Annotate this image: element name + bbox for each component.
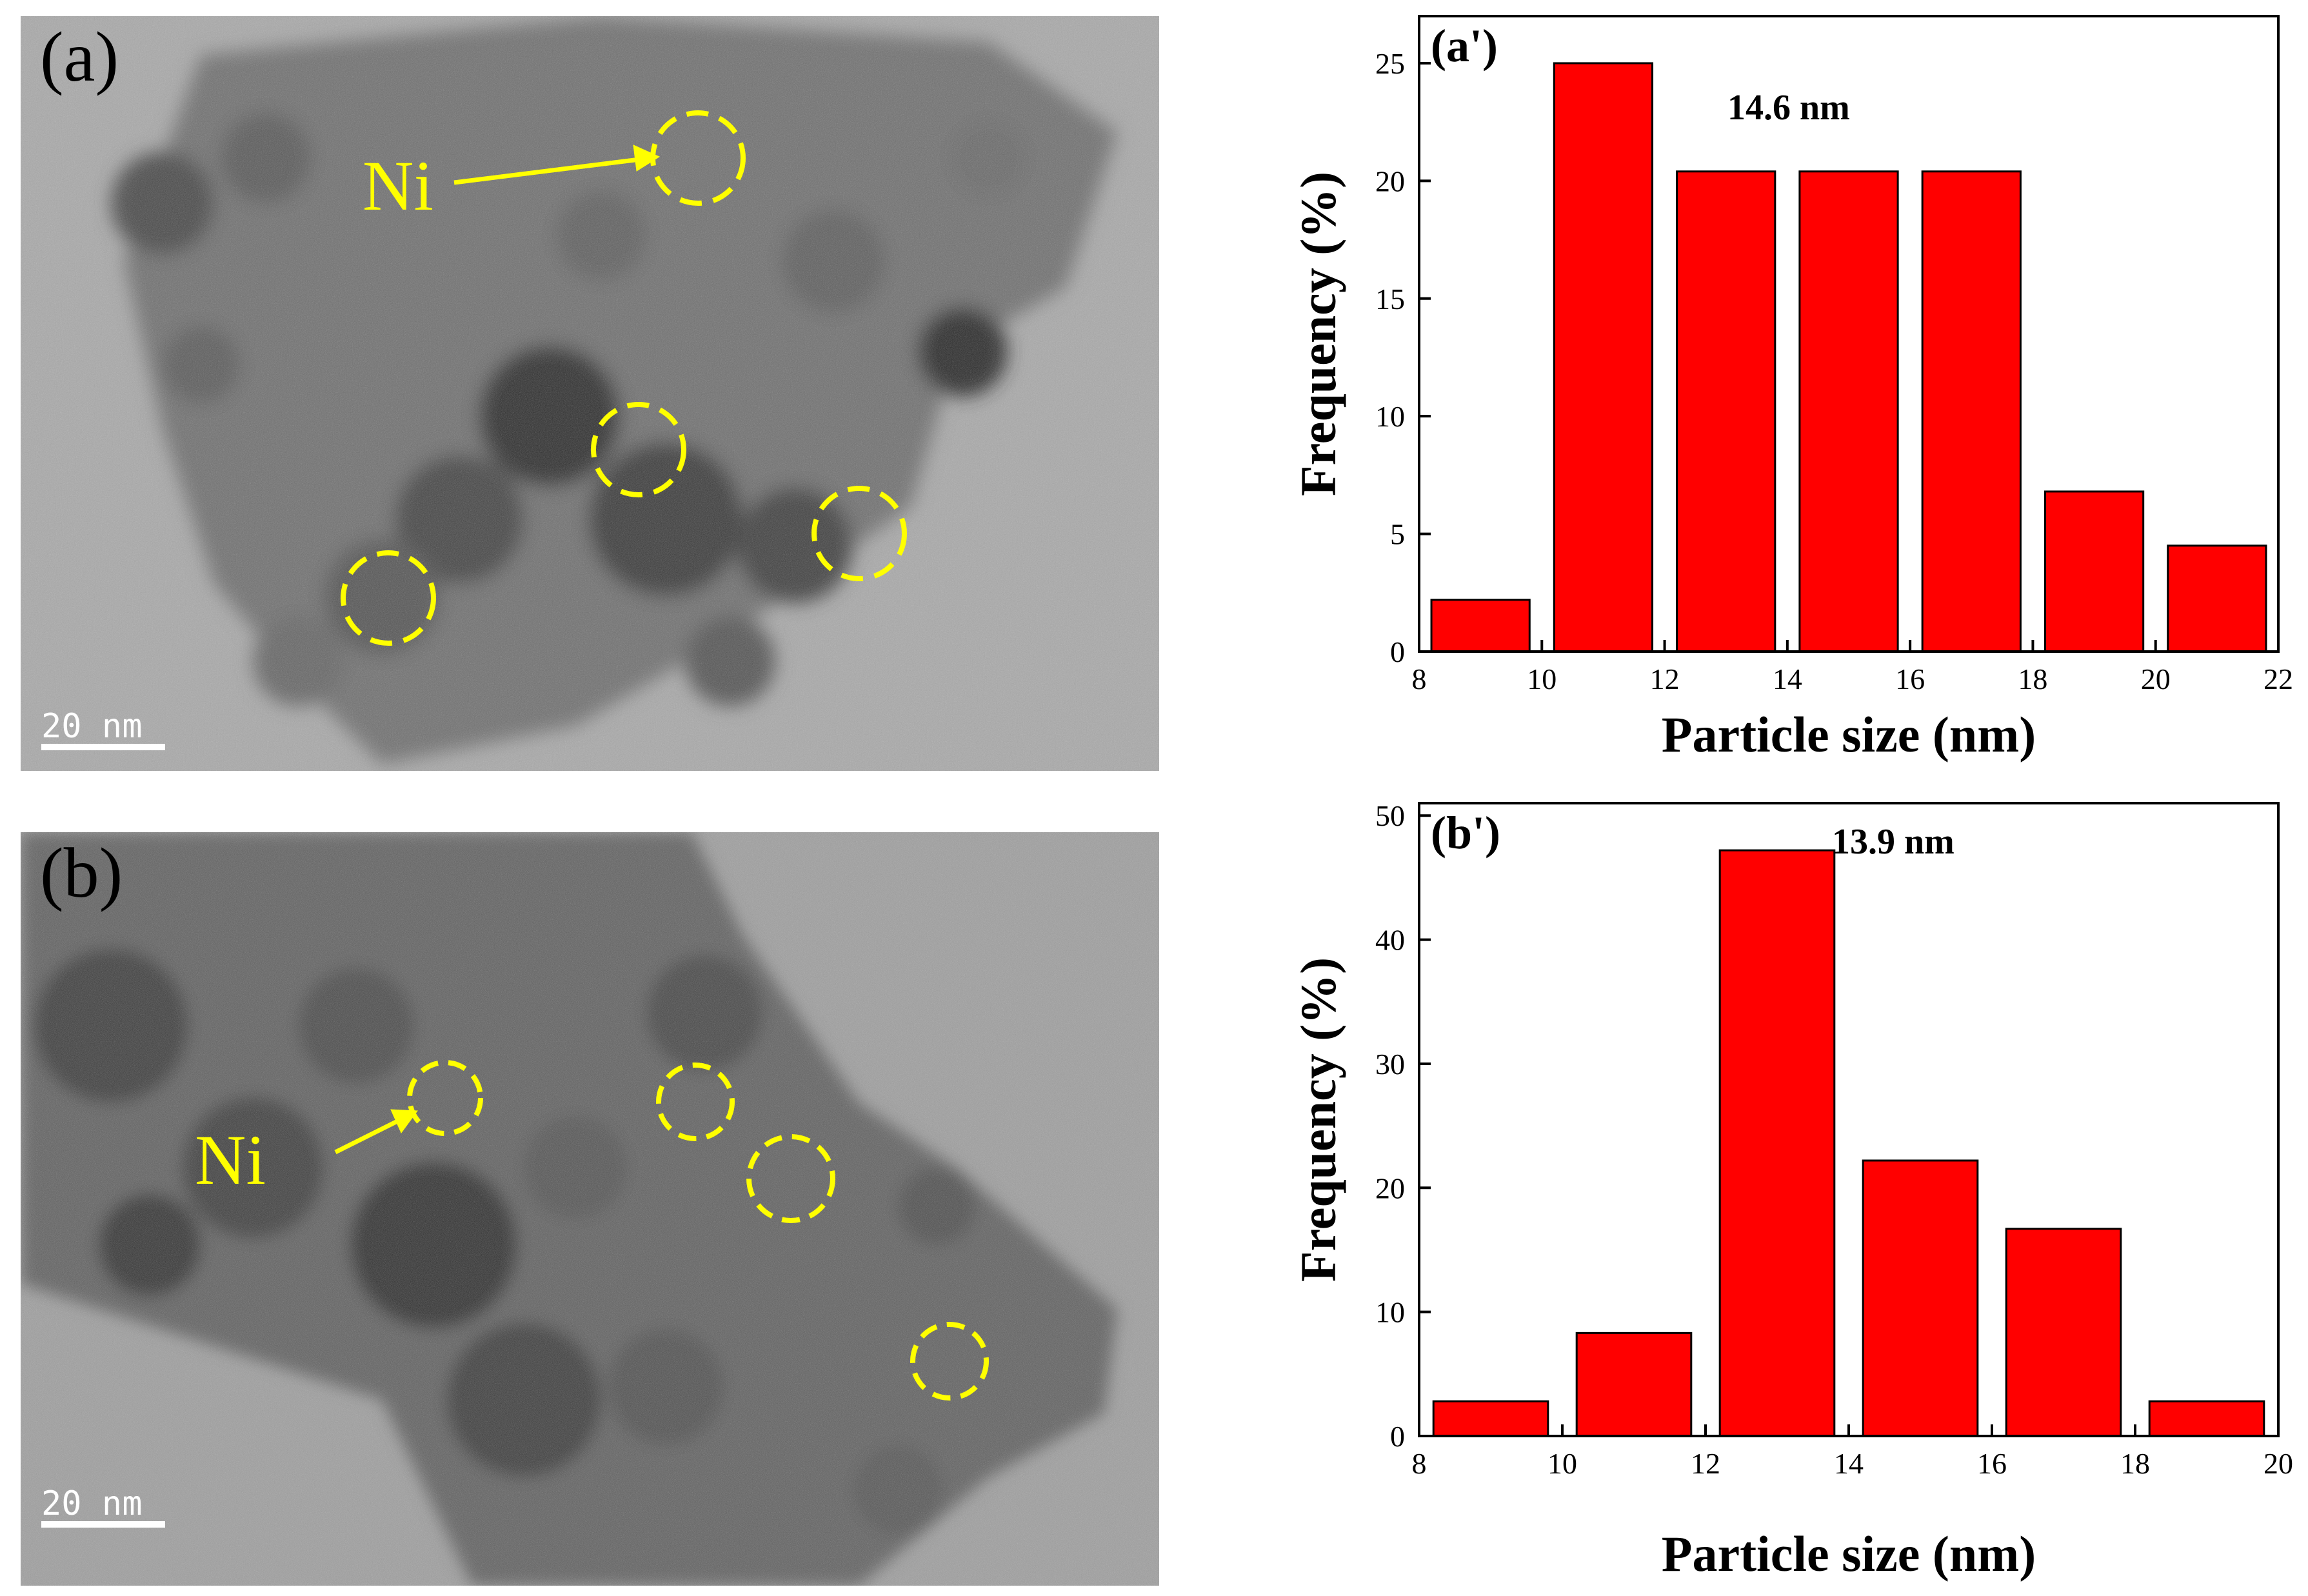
ni-particle-circle (591, 402, 686, 497)
ni-particle-circle (811, 486, 907, 581)
histogram-b-prime: 8 10 12 14 16 18 20 0 10 20 30 40 50 (b') 13.9 nm Pa… (1284, 787, 2308, 1593)
y-tick-label: 25 (1375, 47, 1405, 80)
histogram-bar (1718, 849, 1836, 1437)
y-tick-label: 0 (1390, 1420, 1405, 1453)
panel-label-a: (a) (40, 17, 119, 96)
scale-bar-label: 20 nm (41, 707, 143, 746)
histogram-bar (1862, 1159, 1979, 1437)
tem-image-b: Ni (b) 20 nm (21, 832, 1159, 1586)
mean-size-annotation: 14.6 nm (1727, 88, 1850, 128)
histogram-bar (2005, 1228, 2122, 1437)
chart-panel-label: (b') (1431, 807, 1500, 859)
mean-size-annotation: 13.9 nm (1832, 822, 1955, 862)
scale-bar-label: 20 nm (41, 1484, 143, 1523)
x-tick-label: 14 (1834, 1447, 1864, 1480)
x-tick-label: 10 (1547, 1447, 1577, 1480)
y-axis-label: Frequency (%) (1290, 957, 1346, 1282)
x-tick-label: 20 (2263, 1447, 2293, 1480)
tem-image-a: Ni (a) 20 nm (21, 16, 1159, 771)
ni-callout: Ni (195, 1121, 266, 1199)
x-axis-label: Particle size (nm) (1662, 1526, 2036, 1582)
panel-label-b: (b) (40, 833, 123, 912)
y-tick-label: 20 (1375, 165, 1405, 197)
histogram-bar (1921, 170, 2022, 653)
ni-particle-circle (656, 1062, 735, 1141)
y-tick-label: 20 (1375, 1172, 1405, 1204)
x-tick-label: 12 (1691, 1447, 1720, 1480)
x-tick-label: 16 (1895, 663, 1925, 695)
y-tick-label: 50 (1375, 799, 1405, 832)
tem-grain (21, 16, 1159, 771)
ni-particle-circle (910, 1322, 989, 1401)
y-axis-label: Frequency (%) (1290, 172, 1346, 496)
y-tick-label: 15 (1375, 283, 1405, 315)
histogram-chart: 8 10 12 14 16 18 20 0 10 20 30 40 50 (b') 13.9 nm Pa… (1290, 799, 2293, 1582)
x-tick-label: 20 (2141, 663, 2171, 695)
bar-group (1432, 849, 2265, 1437)
ni-particle-circle (341, 550, 436, 646)
x-axis-label: Particle size (nm) (1662, 706, 2036, 763)
ni-particle-highlights (341, 110, 907, 646)
ni-particle-circle (407, 1060, 483, 1136)
x-tick-label: 18 (2018, 663, 2047, 695)
chart-panel-label: (a') (1431, 20, 1498, 72)
histogram-bar (1553, 62, 1654, 653)
ni-callout: Ni (363, 146, 433, 225)
histogram-bar (2148, 1400, 2265, 1437)
y-tick-label: 30 (1375, 1048, 1405, 1081)
histogram-bar (2044, 490, 2145, 653)
histogram-bar (1676, 170, 1776, 653)
y-tick-label: 10 (1375, 400, 1405, 433)
x-tick-label: 22 (2263, 663, 2293, 695)
x-tick-label: 12 (1650, 663, 1680, 695)
plot-frame (1418, 15, 2280, 653)
y-tick-label: 40 (1375, 924, 1405, 957)
y-tick-label: 10 (1375, 1296, 1405, 1329)
scale-bar (41, 744, 165, 750)
histogram-bar (2167, 544, 2267, 653)
histogram-bar (1798, 170, 1899, 653)
tick-group: 8 10 12 14 16 18 20 22 0 5 10 15 20 25 (1375, 47, 2293, 695)
scale-bar (41, 1521, 165, 1528)
histogram-bar (1430, 599, 1531, 653)
x-tick-label: 8 (1412, 663, 1427, 695)
ni-particle-circle (746, 1134, 835, 1223)
x-tick-label: 8 (1412, 1447, 1427, 1480)
y-tick-label: 0 (1390, 635, 1405, 668)
histogram-bar (1575, 1332, 1693, 1437)
histogram-a-prime: 8 10 12 14 16 18 20 22 0 5 10 15 20 25 (a') 14.6 nm P… (1284, 0, 2308, 781)
plot-frame (1418, 802, 2280, 1437)
x-tick-label: 16 (1977, 1447, 2007, 1480)
histogram-chart: 8 10 12 14 16 18 20 22 0 5 10 15 20 25 (a') 14.6 nm P… (1290, 15, 2293, 763)
histogram-bar (1432, 1400, 1549, 1437)
x-tick-label: 14 (1773, 663, 1802, 695)
ni-particle-highlights (407, 1060, 989, 1401)
x-tick-label: 10 (1527, 663, 1557, 695)
bar-group (1430, 62, 2267, 653)
tem-grain (21, 832, 1159, 1586)
tick-group: 8 10 12 14 16 18 20 0 10 20 30 40 50 (1375, 799, 2293, 1480)
ni-arrow (453, 145, 661, 185)
y-tick-label: 5 (1390, 518, 1405, 551)
tem-panel-a: Ni (a) 20 nm (21, 16, 1159, 771)
ni-arrow (334, 1109, 418, 1155)
x-tick-label: 18 (2120, 1447, 2150, 1480)
tem-panel-b: Ni (b) 20 nm (21, 832, 1159, 1586)
